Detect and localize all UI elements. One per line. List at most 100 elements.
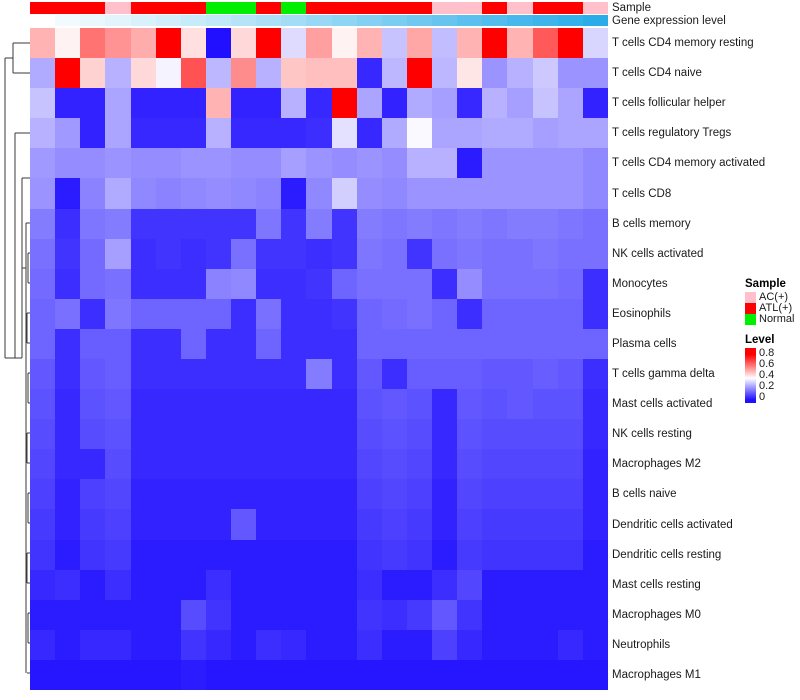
- level-color-gradient: [745, 348, 756, 403]
- gene-expression-annotation-cell: [381, 15, 407, 26]
- heatmap-cell: [331, 58, 357, 89]
- heatmap-cell: [331, 599, 357, 630]
- sample-legend-swatch: [745, 292, 756, 303]
- heatmap-cell: [256, 88, 282, 119]
- heatmap-cell: [205, 208, 232, 239]
- heatmap-cell: [80, 28, 106, 59]
- heatmap-cell: [205, 539, 232, 570]
- heatmap-cell: [532, 178, 558, 209]
- heatmap-cell: [231, 389, 257, 420]
- heatmap-cell: [532, 268, 558, 299]
- heatmap-cell: [356, 389, 382, 420]
- gene-expression-annotation-cell: [457, 15, 483, 26]
- gene-expression-annotation-cell: [130, 15, 156, 26]
- heatmap-cell: [582, 208, 608, 239]
- heatmap-cell: [180, 148, 206, 179]
- heatmap-cell: [306, 118, 332, 149]
- heatmap-cell: [507, 419, 533, 450]
- heatmap-cell: [532, 539, 558, 570]
- heatmap-cell: [281, 118, 307, 149]
- heatmap-cell: [256, 449, 282, 480]
- heatmap-cell: [557, 328, 583, 359]
- sample-legend-swatch: [745, 314, 756, 325]
- gene-expression-annotation-cell: [557, 15, 583, 26]
- heatmap-cell: [582, 539, 608, 570]
- heatmap-cell: [105, 629, 131, 660]
- heatmap-cell: [457, 28, 483, 59]
- heatmap-cell: [331, 479, 357, 510]
- heatmap-cell: [205, 599, 232, 630]
- heatmap-cell: [205, 359, 232, 390]
- heatmap-cell: [381, 148, 407, 179]
- sample-legend-item: AC(+): [745, 292, 800, 303]
- heatmap-cell: [30, 58, 56, 89]
- heatmap-cell: [55, 629, 81, 660]
- heatmap-cell: [457, 298, 483, 329]
- heatmap-cell: [130, 449, 156, 480]
- heatmap-cell: [130, 569, 156, 600]
- row-label: Mast cells activated: [612, 398, 713, 411]
- heatmap-cell: [356, 58, 382, 89]
- heatmap-cell: [557, 629, 583, 660]
- heatmap-cell: [432, 268, 458, 299]
- heatmap-cell: [281, 178, 307, 209]
- heatmap-cell: [130, 389, 156, 420]
- heatmap-cell: [55, 148, 81, 179]
- heatmap-cell: [105, 599, 131, 630]
- row-label: Neutrophils: [612, 638, 671, 651]
- heatmap-cell: [457, 599, 483, 630]
- heatmap-cell: [30, 28, 56, 59]
- heatmap-cell: [256, 118, 282, 149]
- heatmap-cell: [356, 419, 382, 450]
- heatmap-cell: [381, 599, 407, 630]
- heatmap-cell: [130, 419, 156, 450]
- heatmap-cell: [281, 268, 307, 299]
- sample-annotation-cell: [356, 2, 382, 14]
- heatmap-cell: [557, 118, 583, 149]
- heatmap-cell: [331, 268, 357, 299]
- heatmap-cell: [507, 449, 533, 480]
- heatmap-cell: [55, 449, 81, 480]
- heatmap-cell: [482, 509, 508, 540]
- heatmap-cell: [356, 298, 382, 329]
- heatmap-cell: [80, 148, 106, 179]
- heatmap-cell: [457, 569, 483, 600]
- heatmap-cell: [205, 389, 232, 420]
- legend-panel: Sample AC(+) ATL(+) Normal Level 0.8 0.6 0.4…: [745, 278, 800, 403]
- heatmap-cell: [105, 359, 131, 390]
- heatmap-cell: [281, 659, 307, 690]
- heatmap-cell: [155, 449, 181, 480]
- heatmap-cell: [356, 118, 382, 149]
- heatmap-cell: [532, 238, 558, 269]
- heatmap-cell: [507, 298, 533, 329]
- heatmap-cell: [180, 118, 206, 149]
- heatmap-cell: [30, 118, 56, 149]
- heatmap-cell: [105, 58, 131, 89]
- sample-annotation-cell: [281, 2, 307, 14]
- heatmap-cell: [306, 509, 332, 540]
- heatmap-cell: [532, 569, 558, 600]
- heatmap-cell: [30, 88, 56, 119]
- heatmap-cell: [155, 88, 181, 119]
- heatmap-cell: [205, 419, 232, 450]
- heatmap-cell: [306, 389, 332, 420]
- heatmap-cell: [356, 479, 382, 510]
- heatmap-cell: [432, 238, 458, 269]
- heatmap-cell: [80, 449, 106, 480]
- heatmap-cell: [381, 539, 407, 570]
- heatmap-cell: [155, 148, 181, 179]
- heatmap-cell: [180, 479, 206, 510]
- heatmap-cell: [55, 479, 81, 510]
- heatmap-cell: [231, 208, 257, 239]
- sample-annotation-cell: [80, 2, 106, 14]
- gene-expression-annotation-cell: [80, 15, 106, 26]
- heatmap-cell: [432, 479, 458, 510]
- heatmap-cell: [256, 359, 282, 390]
- heatmap-cell: [180, 208, 206, 239]
- heatmap-cell: [557, 479, 583, 510]
- level-tick-label: 0.8: [759, 347, 775, 359]
- heatmap-cell: [105, 268, 131, 299]
- heatmap-cell: [55, 58, 81, 89]
- heatmap-cell: [582, 419, 608, 450]
- heatmap-cell: [432, 629, 458, 660]
